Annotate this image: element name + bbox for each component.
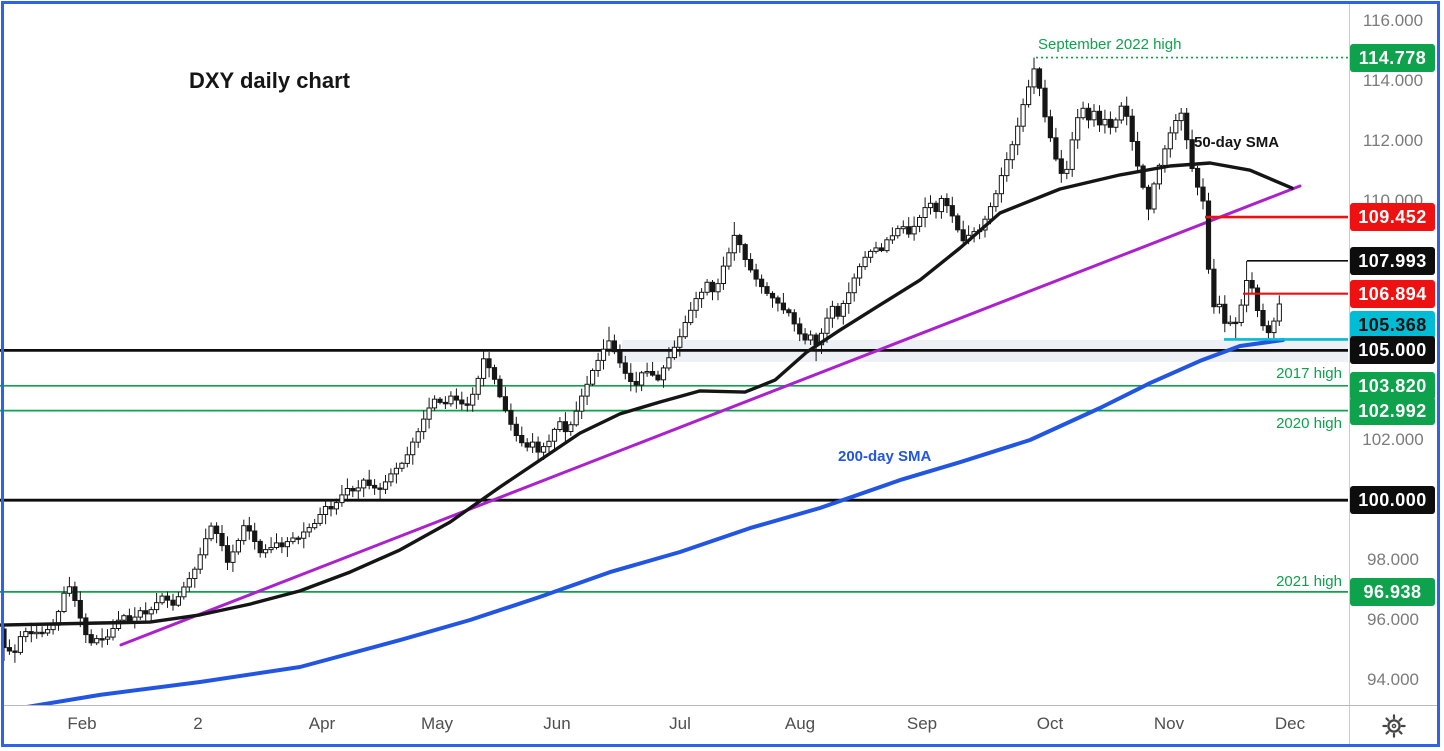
price-badge-96.938: 96.938 xyxy=(1350,577,1435,606)
price-tick-114.000: 114.000 xyxy=(1362,70,1424,90)
price-tick-112.000: 112.000 xyxy=(1362,130,1424,150)
trendline[interactable] xyxy=(119,184,1302,647)
price-badge-107.993: 107.993 xyxy=(1350,246,1435,275)
axis-vertical-separator xyxy=(1349,4,1350,744)
month-label-Nov: Nov xyxy=(1153,714,1185,733)
price-axis[interactable]: 116.000 114.000 112.000 110.000 102.000 98.00… xyxy=(1350,4,1438,704)
month-label-2: 2 xyxy=(193,714,203,733)
month-label-May: May xyxy=(420,714,454,733)
sma200-label: 200-day SMA xyxy=(838,448,932,465)
candlesticks xyxy=(1,57,1282,663)
price-badge-106.894: 106.894 xyxy=(1350,279,1435,308)
2017-high-label: 2017 high xyxy=(1276,365,1342,382)
month-label-Oct: Oct xyxy=(1036,714,1064,733)
price-badge-100.000: 100.000 xyxy=(1350,486,1435,515)
time-axis[interactable]: Feb 2 Apr May Jun Jul Aug Sep Oct Nov Dec xyxy=(0,706,1348,744)
price-badge-105.000: 105.000 xyxy=(1350,336,1435,365)
month-label-Jun: Jun xyxy=(543,714,571,733)
price-tick-96.000: 96.000 xyxy=(1367,610,1419,629)
gear-icon xyxy=(1382,714,1406,738)
sma200-line[interactable] xyxy=(20,338,1285,706)
chart-title: DXY daily chart xyxy=(189,68,350,93)
month-label-Aug: Aug xyxy=(784,714,816,733)
price-badge-114.778: 114.778 xyxy=(1350,43,1435,72)
price-tick-94.000: 94.000 xyxy=(1367,669,1419,689)
price-scale-settings-button[interactable] xyxy=(1352,708,1436,744)
month-label-Feb: Feb xyxy=(67,714,97,733)
month-label-Apr: Apr xyxy=(308,714,336,733)
price-badge-102.992: 102.992 xyxy=(1350,396,1435,425)
price-chart-canvas[interactable] xyxy=(0,0,1350,706)
axis-horizontal-separator xyxy=(4,705,1440,706)
month-label-Sep: Sep xyxy=(906,714,938,733)
price-badge-103.820: 103.820 xyxy=(1350,371,1435,400)
september-2022-high-label: September 2022 high xyxy=(1038,36,1182,53)
price-tick-116.000: 116.000 xyxy=(1362,11,1424,30)
sma50-label: 50-day SMA xyxy=(1194,134,1280,151)
price-tick-102.000: 102.000 xyxy=(1362,430,1424,450)
2021-high-label: 2021 high xyxy=(1276,573,1342,590)
sma50-line[interactable] xyxy=(0,161,1294,627)
price-badge-109.452: 109.452 xyxy=(1350,203,1435,232)
price-tick-98.000: 98.000 xyxy=(1367,550,1419,570)
month-label-Jul: Jul xyxy=(669,714,691,733)
month-label-Dec: Dec xyxy=(1274,714,1306,733)
price-badge-105.368: 105.368 xyxy=(1350,311,1435,339)
2020-high-label: 2020 high xyxy=(1276,415,1342,432)
